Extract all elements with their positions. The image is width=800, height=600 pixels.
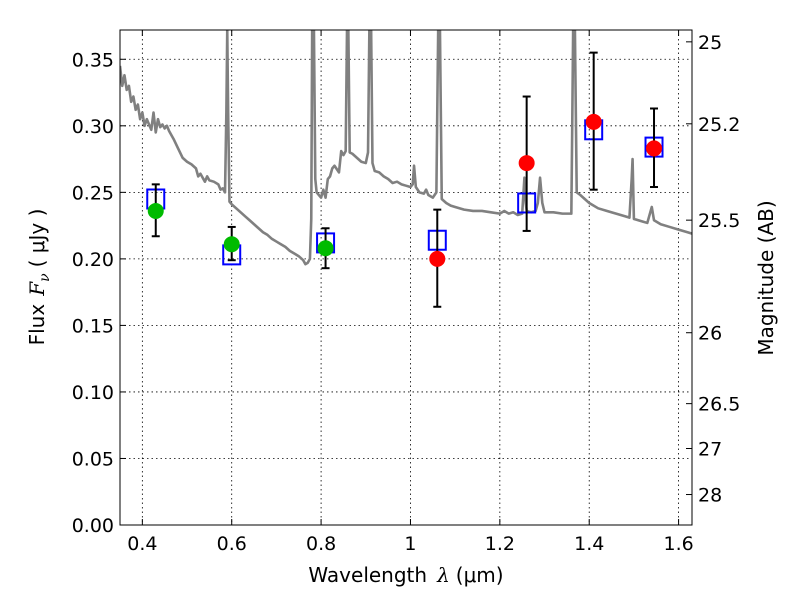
y-axis-title: FluxFν( μJy ): [25, 209, 53, 346]
observed-flux-point: [223, 236, 240, 253]
y-tick-label: 0.25: [72, 182, 114, 204]
x-tick-label: 0.8: [306, 533, 336, 555]
x-tick-label: 0.6: [217, 533, 247, 555]
plot-frame: [119, 29, 693, 526]
x-tick-label: 0.4: [127, 533, 157, 555]
y2-tick-label: 25: [698, 32, 722, 54]
tick-labels: 0.4 0.6 0.8 1 1.2 1.4 1.6 0.00 0.05 0.10 0.15 0.20 0…: [72, 32, 741, 555]
x-tick-label: 1.6: [663, 533, 693, 555]
observed-flux-point: [518, 155, 535, 172]
y-tick-label: 0.05: [72, 448, 114, 470]
observed-flux-point: [646, 140, 663, 157]
y2-tick-label: 27: [698, 438, 722, 460]
observed-flux-point: [429, 250, 446, 267]
y-tick-label: 0.15: [72, 315, 114, 337]
photometry-layer: [146, 51, 664, 308]
secondary-y-axis-title: Magnitude (AB): [754, 200, 778, 355]
y-tick-label: 0.35: [72, 49, 114, 71]
y2-tick-label: 26: [698, 323, 722, 345]
observed-flux-point: [585, 113, 602, 130]
y2-tick-label: 26.5: [698, 394, 740, 416]
y-tick-label: 0.30: [72, 116, 114, 138]
y2-tick-label: 28: [698, 485, 722, 507]
y2-tick-label: 25.2: [698, 114, 740, 136]
observed-flux-point: [317, 240, 334, 257]
spectrum-line: [120, 30, 692, 266]
x-tick-label: 1: [404, 533, 416, 555]
spectrum-layer: [120, 30, 692, 266]
axis-ticks: [120, 30, 692, 526]
y-tick-label: 0.00: [72, 515, 114, 537]
y-tick-label: 0.10: [72, 382, 114, 404]
y2-tick-label: 25.5: [698, 210, 740, 232]
x-axis-title: Wavelength λ (μm): [308, 563, 503, 587]
y-tick-label: 0.20: [72, 249, 114, 271]
observed-flux-point: [147, 202, 164, 219]
x-tick-label: 1.2: [485, 533, 515, 555]
x-tick-label: 1.4: [574, 533, 604, 555]
